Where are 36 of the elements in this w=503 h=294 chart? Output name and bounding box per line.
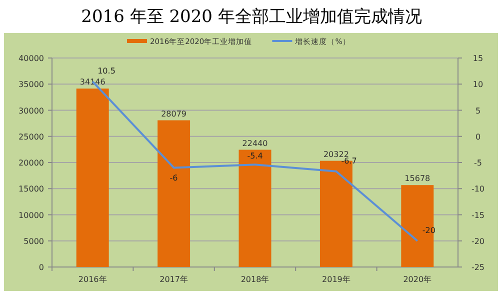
y2-tick-label: 5 xyxy=(475,106,481,116)
data-label: 28079 xyxy=(161,109,187,118)
data-label: -6 xyxy=(170,174,178,183)
y2-tick-label: -5 xyxy=(474,158,482,168)
y-tick-label: 35000 xyxy=(18,80,44,90)
y2-tick-label: -15 xyxy=(471,210,485,220)
bar xyxy=(76,88,109,267)
bar xyxy=(238,150,272,267)
y-tick-label: 20000 xyxy=(18,158,44,168)
x-tick-label: 2019年 xyxy=(322,275,350,284)
data-label: 15678 xyxy=(404,174,430,184)
y-tick-label: 30000 xyxy=(18,106,44,116)
y-tick-label: 40000 xyxy=(18,54,44,63)
data-label: 20322 xyxy=(323,150,349,159)
y2-tick-label: -20 xyxy=(471,236,485,246)
data-label: 10.5 xyxy=(98,66,116,76)
data-label: 22440 xyxy=(242,138,268,148)
chart-title: 2016 年至 2020 年全部工业增加值完成情况 xyxy=(81,7,422,27)
x-tick-label: 2020年 xyxy=(403,275,432,284)
y-tick-label: 10000 xyxy=(18,210,44,220)
x-tick-label: 2018年 xyxy=(240,275,270,284)
data-label: 34146 xyxy=(80,78,106,87)
x-tick-label: 2017年 xyxy=(160,275,188,284)
y-tick-label: 0 xyxy=(38,263,44,272)
data-label: -5.4 xyxy=(247,152,263,161)
bar xyxy=(401,185,434,267)
y2-tick-label: 0 xyxy=(475,132,481,142)
y-tick-label: 15000 xyxy=(18,184,44,194)
y2-tick-label: -10 xyxy=(471,184,485,194)
y2-tick-label: 15 xyxy=(472,54,484,63)
bar xyxy=(158,120,190,267)
y2-tick-label: 10 xyxy=(472,80,484,90)
y2-tick-label: -25 xyxy=(471,263,485,272)
y-tick-label: 25000 xyxy=(18,132,44,142)
y-tick-label: 5000 xyxy=(24,236,44,246)
x-tick-label: 2016年 xyxy=(78,275,107,284)
